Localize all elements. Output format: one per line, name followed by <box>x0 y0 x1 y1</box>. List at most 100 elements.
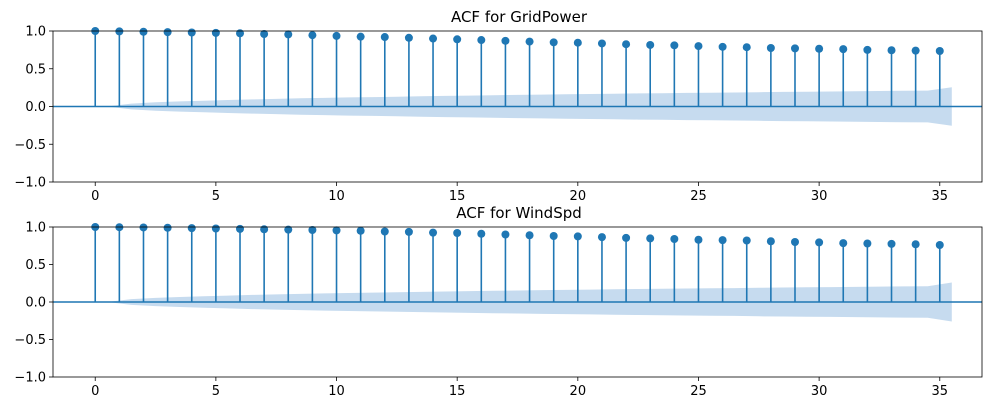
x-tick-label: 15 <box>449 189 466 204</box>
acf-point <box>356 226 365 235</box>
acf-point <box>477 36 486 45</box>
acf-point <box>260 225 269 234</box>
acf-point <box>718 236 727 245</box>
acf-point <box>332 226 341 235</box>
acf-point <box>718 42 727 51</box>
x-tick-label: 0 <box>91 189 99 204</box>
acf-point <box>308 226 317 234</box>
acf-point <box>935 241 944 249</box>
x-tick-label: 30 <box>811 384 828 399</box>
acf-point <box>694 42 703 51</box>
acf-point <box>815 238 824 247</box>
acf-point <box>790 44 799 53</box>
acf-point <box>863 239 872 248</box>
x-tick-label: 15 <box>449 384 466 399</box>
acf-point <box>187 224 196 233</box>
acf-point <box>477 229 486 238</box>
x-tick-label: 0 <box>91 384 99 399</box>
acf-point <box>670 41 679 50</box>
x-tick-label: 25 <box>690 384 707 399</box>
acf-point <box>211 224 220 233</box>
acf-point <box>815 44 824 53</box>
x-tick-label: 30 <box>811 189 828 204</box>
acf-point <box>646 234 655 243</box>
y-tick-label: 0.0 <box>25 100 46 115</box>
acf-point <box>935 47 944 56</box>
acf-point <box>597 233 606 242</box>
y-tick-label: −1.0 <box>14 371 46 386</box>
acf-point <box>694 235 703 244</box>
acf-point <box>670 235 679 243</box>
acf-point <box>790 238 799 246</box>
x-tick-label: 5 <box>212 384 220 399</box>
acf-point <box>380 227 389 236</box>
acf-point <box>429 228 438 237</box>
y-tick-label: 0.5 <box>25 258 46 273</box>
x-tick-label: 10 <box>328 384 345 399</box>
chart-title: ACF for GridPower <box>451 8 588 26</box>
acf-point <box>187 28 196 37</box>
acf-point <box>139 223 148 232</box>
acf-point <box>742 236 751 245</box>
acf-point <box>332 31 341 40</box>
acf-point <box>597 39 606 48</box>
y-tick-label: 0.0 <box>25 296 46 311</box>
acf-point <box>356 32 365 41</box>
acf-point <box>766 237 775 246</box>
y-tick-label: 1.0 <box>25 221 46 236</box>
acf-point <box>911 46 920 55</box>
y-tick-label: −1.0 <box>14 176 46 191</box>
acf-point <box>742 43 751 52</box>
acf-panel-gridpower: ACF for GridPower 1.0 0.5 0.0 −0.5 −1.0 0 5 10… <box>14 8 983 204</box>
acf-point <box>839 239 848 248</box>
acf-point <box>453 35 462 44</box>
acf-point <box>380 33 389 42</box>
acf-point <box>236 29 245 38</box>
acf-point <box>525 231 534 240</box>
acf-point <box>260 30 269 39</box>
acf-point <box>887 239 896 248</box>
x-tick-label: 10 <box>328 189 345 204</box>
acf-point <box>622 40 631 49</box>
acf-point <box>163 28 172 37</box>
acf-point <box>525 37 534 46</box>
acf-point <box>863 45 872 54</box>
acf-point <box>911 240 920 249</box>
x-tick-label: 20 <box>570 384 587 399</box>
chart-title: ACF for WindSpd <box>456 204 582 222</box>
acf-point <box>211 28 220 37</box>
acf-point <box>163 223 172 232</box>
x-tick-label: 35 <box>931 384 948 399</box>
x-tick-label: 5 <box>212 189 220 204</box>
acf-point <box>646 40 655 49</box>
acf-point <box>573 232 582 241</box>
y-tick-label: 1.0 <box>25 25 46 40</box>
acf-point <box>887 46 896 55</box>
acf-point <box>236 224 245 233</box>
acf-point <box>501 36 510 45</box>
acf-point <box>284 225 293 234</box>
acf-point <box>573 38 582 47</box>
acf-panel-windspd: ACF for WindSpd 1.0 0.5 0.0 −0.5 −1.0 0 5 10 15… <box>14 204 983 399</box>
acf-point <box>839 45 848 54</box>
acf-point <box>549 38 558 47</box>
acf-point <box>308 31 317 40</box>
acf-point <box>284 30 293 39</box>
y-tick-label: 0.5 <box>25 62 46 77</box>
acf-point <box>501 230 510 239</box>
y-tick-label: −0.5 <box>14 138 46 153</box>
acf-point <box>549 232 558 240</box>
acf-point <box>453 229 462 237</box>
acf-point <box>404 33 413 42</box>
x-tick-label: 35 <box>931 189 948 204</box>
acf-point <box>139 27 148 36</box>
x-tick-label: 25 <box>690 189 707 204</box>
acf-point <box>404 227 413 236</box>
x-tick-label: 20 <box>570 189 587 204</box>
y-tick-label: −0.5 <box>14 333 46 348</box>
acf-point <box>622 233 631 242</box>
acf-point <box>429 34 438 43</box>
acf-point <box>766 43 775 52</box>
